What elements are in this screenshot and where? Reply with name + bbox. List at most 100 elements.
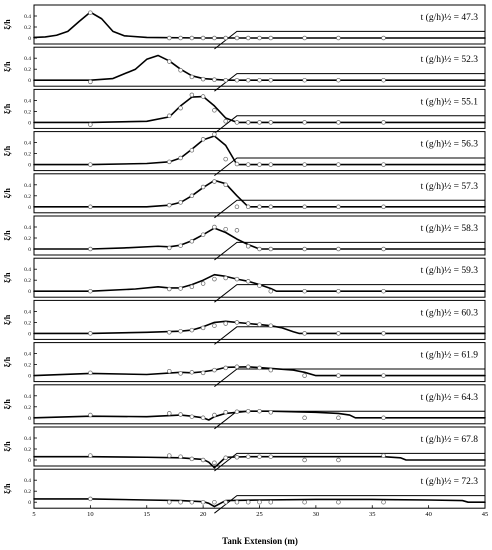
time-label: t (g/h)½ = 57.3 (421, 181, 479, 192)
y-tick-label: 0.4 (24, 225, 31, 231)
y-tick-label: 0.4 (24, 14, 31, 20)
panel: 0 0.2 0.4 ξ/h t (g/h)½ = 58.3 (3, 215, 486, 261)
measured-point (189, 284, 195, 290)
panel-frame (33, 173, 486, 214)
measured-point (245, 364, 251, 370)
y-tick-label: 0.2 (24, 278, 31, 284)
measured-point (234, 499, 240, 505)
simulated-surface-line (33, 227, 486, 250)
y-axis-label: ξ/h (3, 145, 12, 156)
measured-point (167, 202, 172, 208)
y-tick-label: 0.4 (24, 141, 31, 147)
x-tick-label: 45 (482, 511, 489, 518)
beach-profile (214, 326, 485, 345)
measured-point (200, 281, 206, 286)
measured-point (200, 137, 206, 142)
measured-point (223, 156, 228, 162)
measured-point (200, 184, 206, 190)
y-tick-label: 0 (28, 247, 31, 253)
measured-point (245, 204, 251, 210)
measured-point (336, 288, 341, 294)
measured-point (245, 77, 251, 83)
measured-point (257, 120, 262, 125)
y-tick-label: 0 (28, 458, 31, 464)
measured-point (223, 77, 228, 83)
measured-point (245, 279, 251, 284)
y-tick-label: 0 (28, 205, 31, 211)
y-tick-label: 0.4 (24, 478, 31, 484)
measured-point (336, 204, 341, 210)
time-label: t (g/h)½ = 55.1 (421, 96, 479, 107)
y-axis-label: ξ/h (3, 61, 12, 72)
x-tick-label: 20 (200, 511, 207, 518)
measured-point (257, 77, 262, 83)
measured-point (88, 246, 93, 252)
measured-point (189, 193, 195, 199)
measured-point (381, 204, 386, 210)
measured-point (212, 276, 217, 282)
measured-point (336, 499, 341, 505)
measured-point (212, 224, 217, 230)
y-axis-label: ξ/h (3, 356, 12, 367)
measured-point (212, 77, 217, 82)
measured-point (381, 288, 386, 294)
measured-point (212, 323, 217, 328)
panel-frame (33, 384, 486, 425)
measured-point (245, 499, 251, 505)
measured-point (167, 411, 172, 416)
measured-point (257, 365, 262, 371)
panel: 0 0.2 0.4 ξ/h t (g/h)½ = 57.3 (3, 173, 486, 219)
measured-point (234, 320, 240, 325)
y-tick-label: 0 (28, 163, 31, 169)
y-tick-label: 0.2 (24, 152, 31, 158)
y-tick-label: 0.4 (24, 183, 31, 189)
time-label: t (g/h)½ = 59.3 (421, 265, 479, 276)
time-label: t (g/h)½ = 64.3 (421, 392, 479, 403)
measured-point (200, 94, 206, 99)
measured-point (234, 409, 240, 415)
measured-point (257, 408, 262, 414)
measured-point (336, 35, 341, 41)
y-tick-label: 0.2 (24, 405, 31, 411)
measured-point (268, 410, 274, 415)
measured-point (336, 373, 341, 378)
measured-point (189, 92, 195, 98)
measured-point (88, 496, 93, 502)
measured-point (234, 120, 240, 125)
y-tick-label: 0.4 (24, 267, 31, 273)
time-label: t (g/h)½ = 72.3 (421, 476, 479, 487)
beach-profile (214, 199, 485, 219)
panel: 0 0.2 0.4 ξ/h t (g/h)½ = 72.3 (3, 468, 486, 514)
panel-frame (33, 299, 486, 340)
y-tick-label: 0 (28, 500, 31, 506)
measured-point (381, 453, 386, 458)
measured-point (234, 77, 240, 83)
x-tick-label: 40 (425, 511, 432, 518)
measured-point (268, 499, 274, 505)
measured-point (212, 499, 217, 505)
measured-point (336, 331, 341, 336)
measured-point (336, 246, 341, 252)
beach-profile (214, 73, 485, 92)
measured-point (268, 323, 274, 328)
x-axis-label: Tank Extension (m) (222, 536, 298, 546)
measured-point (268, 246, 274, 252)
simulated-surface-line (33, 95, 486, 124)
measured-point (88, 288, 93, 294)
measured-point (302, 331, 307, 336)
time-label: t (g/h)½ = 61.9 (421, 350, 479, 361)
y-tick-label: 0.4 (24, 309, 31, 315)
measured-point (245, 162, 251, 167)
measured-point (257, 35, 262, 41)
measured-point (268, 367, 274, 373)
y-tick-label: 0.4 (24, 436, 31, 442)
measured-point (212, 132, 217, 137)
measured-point (257, 499, 262, 505)
panel: 0 0.2 0.4 ξ/h t (g/h)½ = 67.8 (3, 426, 486, 472)
x-tick-label: 35 (369, 511, 376, 518)
measured-point (234, 276, 240, 282)
beach-profile (214, 368, 485, 387)
measured-point (189, 370, 195, 375)
measured-point (302, 415, 307, 421)
y-tick-label: 0 (28, 289, 31, 295)
